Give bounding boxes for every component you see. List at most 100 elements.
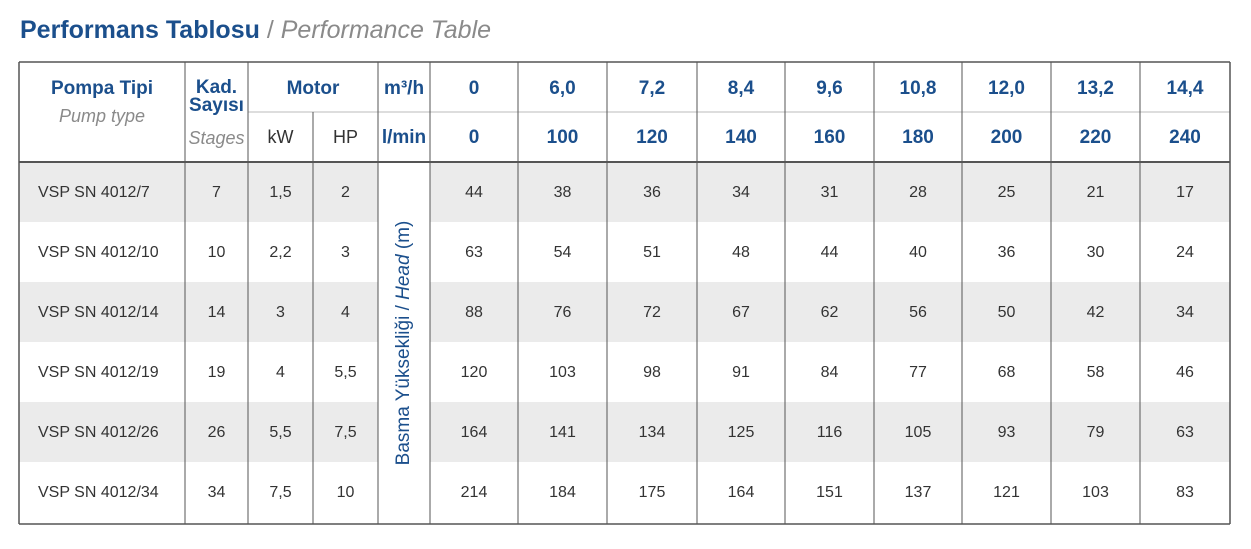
head: 214 <box>461 484 488 501</box>
head: 24 <box>1176 244 1194 261</box>
head: 103 <box>549 364 576 381</box>
head: 93 <box>998 424 1016 441</box>
head: 17 <box>1176 184 1194 201</box>
flow-m3h: 14,4 <box>1167 78 1204 99</box>
flow-lmin: 200 <box>991 127 1023 148</box>
head: 98 <box>643 364 661 381</box>
flow-m3h: 8,4 <box>728 78 755 99</box>
head: 151 <box>816 484 843 501</box>
head: 68 <box>998 364 1016 381</box>
head-label: Basma Yüksekliği / Head (m) <box>393 221 414 466</box>
head: 137 <box>905 484 932 501</box>
hp: 2 <box>341 184 350 201</box>
head: 30 <box>1087 244 1105 261</box>
title-en: Performance Table <box>281 16 491 44</box>
head: 91 <box>732 364 750 381</box>
header: Kad. <box>196 77 237 98</box>
head: 84 <box>821 364 839 381</box>
head: 77 <box>909 364 927 381</box>
head: 125 <box>728 424 755 441</box>
flow-lmin: 120 <box>636 127 668 148</box>
header-sub: Pump type <box>59 106 145 126</box>
head: 83 <box>1176 484 1194 501</box>
head: 184 <box>549 484 576 501</box>
head: 21 <box>1087 184 1105 201</box>
head: 28 <box>909 184 927 201</box>
head: 141 <box>549 424 576 441</box>
model: VSP SN 4012/10 <box>38 244 159 261</box>
header: Sayısı <box>189 95 244 116</box>
kw: 1,5 <box>269 184 291 201</box>
kw: 3 <box>276 304 285 321</box>
head: 48 <box>732 244 750 261</box>
model: VSP SN 4012/19 <box>38 364 159 381</box>
head: 54 <box>554 244 572 261</box>
head: 31 <box>821 184 839 201</box>
head-label-bg <box>378 162 430 524</box>
title-tr: Performans Tablosu <box>20 16 260 44</box>
head-label-en: Head <box>393 253 414 300</box>
head: 120 <box>461 364 488 381</box>
head: 63 <box>465 244 483 261</box>
model: VSP SN 4012/34 <box>38 484 159 501</box>
flow-m3h: 0 <box>469 78 480 99</box>
model: VSP SN 4012/7 <box>38 184 150 201</box>
flow-lmin: 180 <box>902 127 934 148</box>
flow-lmin: 140 <box>725 127 757 148</box>
stages: 10 <box>208 244 226 261</box>
flow-m3h: 10,8 <box>900 78 937 99</box>
head: 56 <box>909 304 927 321</box>
header: Pompa Tipi <box>51 78 153 99</box>
hp: 4 <box>341 304 350 321</box>
head: 38 <box>554 184 572 201</box>
flow-lmin: 240 <box>1169 127 1201 148</box>
stages: 34 <box>208 484 226 501</box>
head: 44 <box>821 244 839 261</box>
kw: 2,2 <box>269 244 291 261</box>
head: 164 <box>728 484 755 501</box>
title: Performans Tablosu / Performance Table <box>20 16 491 44</box>
model: VSP SN 4012/26 <box>38 424 159 441</box>
kw: 7,5 <box>269 484 291 501</box>
head: 103 <box>1082 484 1109 501</box>
flow-m3h: 13,2 <box>1077 78 1114 99</box>
header-unit: HP <box>333 127 358 147</box>
flow-lmin: 160 <box>814 127 846 148</box>
hp: 3 <box>341 244 350 261</box>
header: l/min <box>382 127 426 148</box>
head: 121 <box>993 484 1020 501</box>
head: 116 <box>817 424 843 441</box>
table: Pompa Tipi Pump type Kad.Sayısı Stages Motor… <box>18 61 1231 525</box>
header-unit: kW <box>268 127 294 147</box>
head: 46 <box>1176 364 1194 381</box>
head: 62 <box>821 304 839 321</box>
flow-lmin: 220 <box>1080 127 1112 148</box>
head: 25 <box>998 184 1016 201</box>
head: 134 <box>639 424 666 441</box>
title-sep: / <box>267 16 274 44</box>
model: VSP SN 4012/14 <box>38 304 159 321</box>
head: 40 <box>909 244 927 261</box>
kw: 4 <box>276 364 285 381</box>
kw: 5,5 <box>269 424 291 441</box>
head: 58 <box>1087 364 1105 381</box>
row-bg <box>19 162 1230 222</box>
head: 51 <box>643 244 661 261</box>
header: Motor <box>287 78 340 99</box>
flow-m3h: 9,6 <box>816 78 842 99</box>
head: 50 <box>998 304 1016 321</box>
head: 164 <box>461 424 488 441</box>
hp: 5,5 <box>334 364 356 381</box>
flow-m3h: 6,0 <box>549 78 575 99</box>
head: 36 <box>998 244 1016 261</box>
header-sub: Stages <box>188 128 244 148</box>
head: 44 <box>465 184 483 201</box>
row-bg <box>19 282 1230 342</box>
head-label-tr: Basma Yüksekliği / <box>393 304 414 465</box>
head: 34 <box>732 184 750 201</box>
head: 67 <box>732 304 750 321</box>
head: 175 <box>639 484 666 501</box>
flow-lmin: 0 <box>469 127 480 148</box>
head: 42 <box>1087 304 1105 321</box>
